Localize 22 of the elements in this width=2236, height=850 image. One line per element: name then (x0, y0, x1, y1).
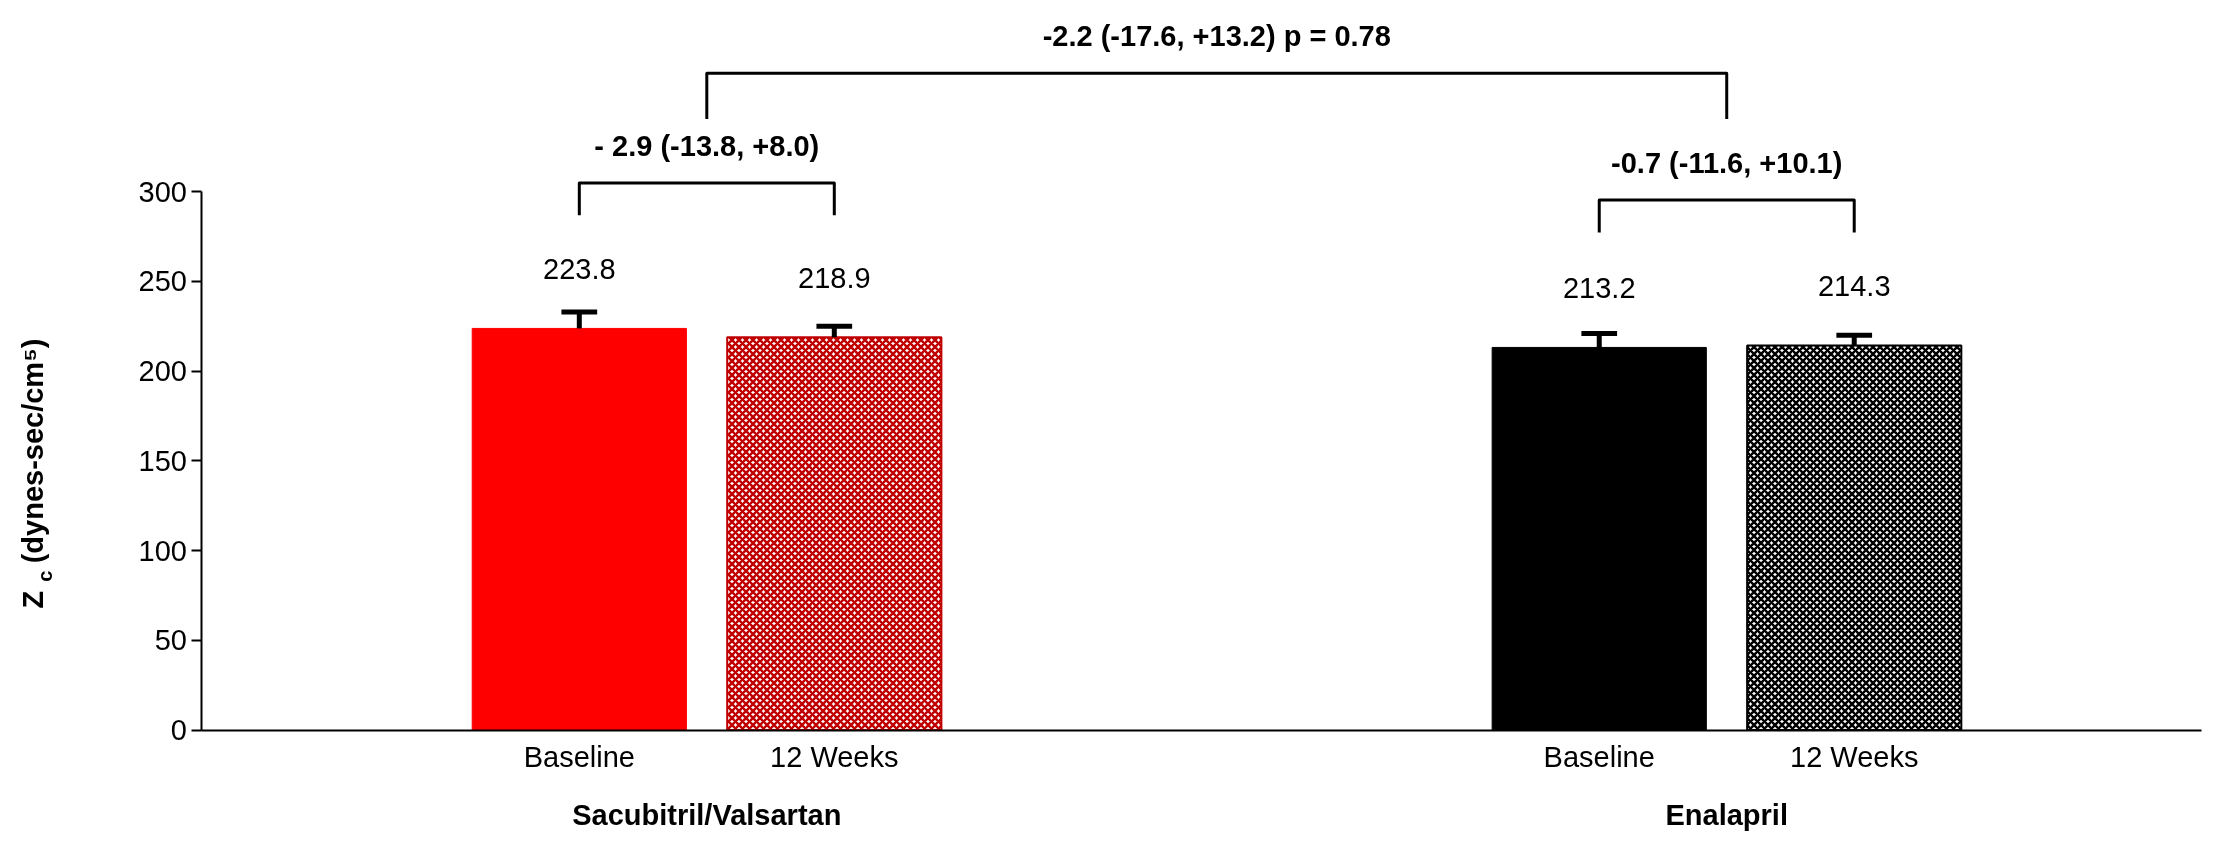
x-tick-label: 12 Weeks (1790, 741, 1919, 774)
bar (471, 327, 687, 731)
x-tick-label: 12 Weeks (770, 741, 899, 774)
data-label: 214.3 (1817, 270, 1891, 303)
y-axis-title: Zc (dynes-sec/cm⁵) (16, 338, 56, 609)
y-tick-label: 100 (138, 534, 187, 567)
text: -2.2 (-17.6, +13.2) p = 0.78 (1042, 19, 1391, 52)
x-tick-label: Baseline (1543, 741, 1655, 774)
data-label: 213.2 (1562, 272, 1636, 305)
y-tick-label: 0 (170, 714, 187, 747)
y-tick-label: 250 (138, 265, 187, 298)
text: - 2.9 (-13.8, +8.0) (594, 129, 820, 162)
y-tick-label: 300 (138, 175, 187, 208)
y-tick-label: 200 (138, 355, 187, 388)
y-tick-label: 50 (154, 624, 187, 657)
data-label: 223.8 (543, 253, 616, 286)
text: -0.7 (-11.6, +10.1) (1611, 146, 1843, 179)
text: Enalapril (1665, 798, 1788, 831)
data-label: 218.9 (798, 261, 871, 294)
text: Sacubitril/Valsartan (572, 798, 842, 831)
x-tick-label: Baseline (523, 741, 635, 774)
y-tick-label: 150 (138, 444, 187, 477)
